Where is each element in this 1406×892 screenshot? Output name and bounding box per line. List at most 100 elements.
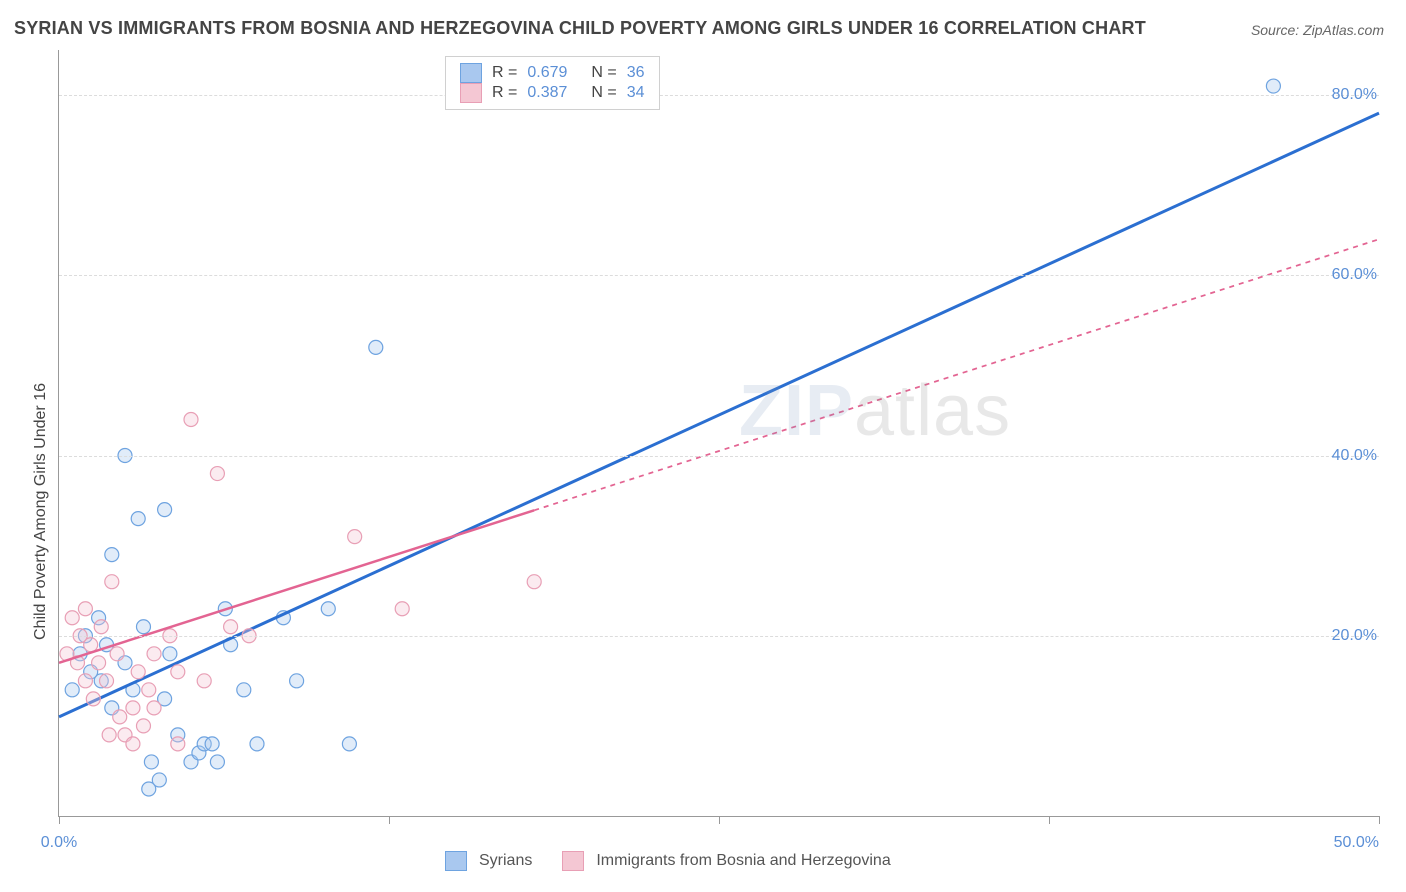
- legend-swatch: [445, 851, 467, 871]
- data-point: [84, 665, 98, 679]
- regression-line: [59, 510, 534, 662]
- data-point: [94, 620, 108, 634]
- legend-series-name: Immigrants from Bosnia and Herzegovina: [596, 852, 890, 870]
- plot-area: ZIPatlas 20.0%40.0%60.0%80.0%0.0%50.0%: [58, 50, 1379, 817]
- legend-bottom: Syrians Immigrants from Bosnia and Herzeg…: [445, 851, 909, 871]
- data-point: [147, 647, 161, 661]
- data-point: [527, 575, 541, 589]
- watermark-bold: ZIP: [739, 371, 854, 451]
- data-point: [184, 755, 198, 769]
- chart-title: SYRIAN VS IMMIGRANTS FROM BOSNIA AND HER…: [14, 18, 1146, 39]
- data-point: [348, 530, 362, 544]
- y-tick-label: 40.0%: [1332, 447, 1377, 465]
- data-point: [136, 719, 150, 733]
- watermark: ZIPatlas: [739, 370, 1011, 452]
- y-tick-label: 60.0%: [1332, 266, 1377, 284]
- data-point: [131, 665, 145, 679]
- data-point: [147, 701, 161, 715]
- data-point: [276, 611, 290, 625]
- y-tick-label: 80.0%: [1332, 86, 1377, 104]
- data-point: [237, 683, 251, 697]
- gridline: [59, 456, 1379, 457]
- legend-r-label: R =: [492, 84, 517, 102]
- data-point: [100, 638, 114, 652]
- legend-n-value: 36: [627, 64, 645, 82]
- gridline: [59, 636, 1379, 637]
- data-point: [321, 602, 335, 616]
- x-tick: [59, 816, 60, 824]
- data-point: [152, 773, 166, 787]
- x-tick-label: 50.0%: [1334, 834, 1379, 852]
- data-point: [60, 647, 74, 661]
- x-tick: [1379, 816, 1380, 824]
- data-point: [105, 701, 119, 715]
- data-point: [70, 656, 84, 670]
- data-point: [126, 701, 140, 715]
- legend-n-label: N =: [591, 84, 616, 102]
- x-tick-label: 0.0%: [41, 834, 77, 852]
- data-point: [395, 602, 409, 616]
- watermark-thin: atlas: [854, 371, 1011, 451]
- data-point: [1266, 79, 1280, 93]
- chart-svg: [59, 50, 1379, 816]
- legend-series-name: Syrians: [479, 852, 532, 870]
- data-point: [250, 737, 264, 751]
- data-point: [210, 467, 224, 481]
- data-point: [158, 503, 172, 517]
- data-point: [197, 674, 211, 688]
- data-point: [369, 340, 383, 354]
- legend-n-label: N =: [591, 64, 616, 82]
- data-point: [92, 611, 106, 625]
- data-point: [163, 647, 177, 661]
- legend-r-label: R =: [492, 64, 517, 82]
- data-point: [100, 674, 114, 688]
- data-point: [92, 656, 106, 670]
- data-point: [131, 512, 145, 526]
- data-point: [110, 647, 124, 661]
- data-point: [171, 737, 185, 751]
- data-point: [224, 620, 238, 634]
- gridline: [59, 95, 1379, 96]
- data-point: [142, 782, 156, 796]
- data-point: [118, 728, 132, 742]
- y-tick-label: 20.0%: [1332, 627, 1377, 645]
- data-point: [158, 692, 172, 706]
- data-point: [65, 611, 79, 625]
- data-point: [105, 575, 119, 589]
- data-point: [113, 710, 127, 724]
- regression-line-extrapolated: [534, 239, 1379, 510]
- x-tick: [1049, 816, 1050, 824]
- y-axis-label: Child Poverty Among Girls Under 16: [32, 383, 50, 640]
- data-point: [118, 656, 132, 670]
- regression-line: [59, 113, 1379, 717]
- data-point: [73, 647, 87, 661]
- data-point: [136, 620, 150, 634]
- legend-row: R = 0.387N = 34: [460, 83, 645, 103]
- legend-top: R = 0.679 N = 36R = 0.387N = 34: [445, 56, 660, 110]
- data-point: [78, 602, 92, 616]
- data-point: [65, 683, 79, 697]
- data-point: [171, 728, 185, 742]
- data-point: [126, 737, 140, 751]
- legend-swatch: [460, 63, 482, 83]
- legend-row: R = 0.679 N = 36: [460, 63, 645, 83]
- data-point: [126, 683, 140, 697]
- data-point: [192, 746, 206, 760]
- legend-swatch: [460, 83, 482, 103]
- data-point: [184, 412, 198, 426]
- data-point: [142, 683, 156, 697]
- legend-r-value: 0.679: [527, 64, 567, 82]
- legend-n-value: 34: [627, 84, 645, 102]
- source-text: Source: ZipAtlas.com: [1251, 22, 1384, 38]
- data-point: [78, 674, 92, 688]
- data-point: [197, 737, 211, 751]
- data-point: [105, 548, 119, 562]
- data-point: [84, 638, 98, 652]
- data-point: [210, 755, 224, 769]
- x-tick: [719, 816, 720, 824]
- data-point: [224, 638, 238, 652]
- data-point: [218, 602, 232, 616]
- data-point: [342, 737, 356, 751]
- data-point: [86, 692, 100, 706]
- data-point: [144, 755, 158, 769]
